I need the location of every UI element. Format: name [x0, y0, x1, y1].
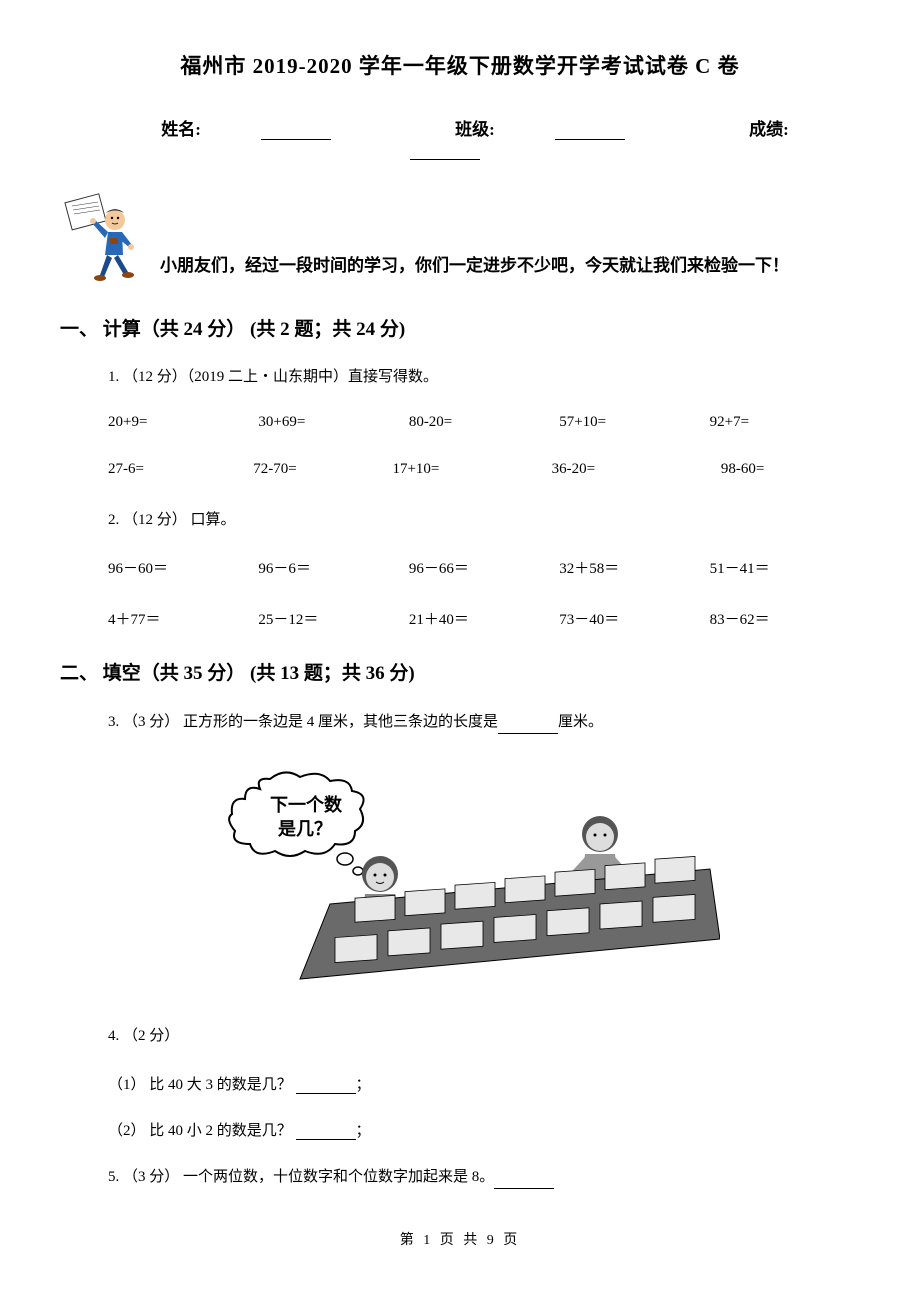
q2-row1: 96－60＝ 96－6＝ 96－66＝ 32＋58＝ 51－41＝	[108, 557, 860, 578]
calc-item: 96－6＝	[258, 557, 408, 578]
calc-item: 72-70=	[233, 461, 392, 478]
calc-item: 30+69=	[258, 414, 408, 431]
q4-sub2: （2） 比 40 小 2 的数是几？ ；	[108, 1119, 860, 1140]
class-field: 班级:	[425, 120, 655, 139]
calc-item: 73－40＝	[559, 608, 709, 629]
question-1: 1. （12 分）（2019 二上・山东期中）直接写得数。	[108, 365, 860, 389]
intro-text: 小朋友们，经过一段时间的学习，你们一定进步不少吧，今天就让我们来检验一下！	[160, 251, 860, 290]
calc-item: 36-20=	[532, 461, 691, 478]
calc-item: 83－62＝	[710, 608, 860, 629]
calc-item: 51－41＝	[710, 557, 860, 578]
question-2: 2. （12 分） 口算。	[108, 508, 860, 532]
question-3: 3. （3 分） 正方形的一条边是 4 厘米，其他三条边的长度是厘米。	[108, 710, 860, 734]
calc-item: 4＋77＝	[108, 608, 258, 629]
calc-item: 32＋58＝	[559, 557, 709, 578]
svg-text:是几？: 是几？	[277, 819, 332, 839]
q5-blank	[494, 1188, 554, 1189]
q3-blank	[498, 733, 558, 734]
question-5: 5. （3 分） 一个两位数，十位数字和个位数字加起来是 8。	[108, 1165, 860, 1189]
intro-section: 小朋友们，经过一段时间的学习，你们一定进步不少吧，今天就让我们来检验一下！	[60, 190, 860, 290]
q4-sub1: （1） 比 40 大 3 的数是几？ ；	[108, 1073, 860, 1094]
calc-item: 96－66＝	[409, 557, 559, 578]
name-field: 姓名:	[131, 120, 361, 139]
section-2-heading: 二、 填空（共 35 分） (共 13 题；共 36 分)	[60, 659, 860, 689]
calc-item: 25－12＝	[258, 608, 408, 629]
question-4: 4. （2 分）	[108, 1024, 860, 1048]
q2-row2: 4＋77＝ 25－12＝ 21＋40＝ 73－40＝ 83－62＝	[108, 608, 860, 629]
q4-2-blank	[296, 1139, 356, 1140]
q1-row1: 20+9= 30+69= 80-20= 57+10= 92+7=	[108, 414, 860, 431]
calc-item: 92+7=	[710, 414, 860, 431]
calc-item: 27-6=	[108, 461, 233, 478]
mascot-icon	[60, 190, 160, 290]
svg-text:下一个数: 下一个数	[270, 794, 343, 815]
calc-item: 80-20=	[409, 414, 559, 431]
calc-item: 98-60=	[691, 461, 860, 478]
thought-bubble-icon: 下一个数 是几？	[229, 772, 363, 875]
illustration: 下一个数 是几？	[60, 759, 860, 994]
calc-item: 20+9=	[108, 414, 258, 431]
page-footer: 第 1 页 共 9 页	[60, 1229, 860, 1249]
q1-row2: 27-6= 72-70= 17+10= 36-20= 98-60=	[108, 461, 860, 478]
student-info-row: 姓名: 班级: 成绩:	[60, 115, 860, 160]
page-title: 福州市 2019-2020 学年一年级下册数学开学考试试卷 C 卷	[60, 50, 860, 80]
calc-item: 57+10=	[559, 414, 709, 431]
calc-item: 21＋40＝	[409, 608, 559, 629]
calc-item: 96－60＝	[108, 557, 258, 578]
calc-item: 17+10=	[392, 461, 531, 478]
name-blank	[261, 139, 331, 140]
q4-1-blank	[296, 1093, 356, 1094]
section-1-heading: 一、 计算（共 24 分） (共 2 题；共 24 分)	[60, 315, 860, 345]
score-blank	[410, 159, 480, 160]
class-blank	[555, 139, 625, 140]
